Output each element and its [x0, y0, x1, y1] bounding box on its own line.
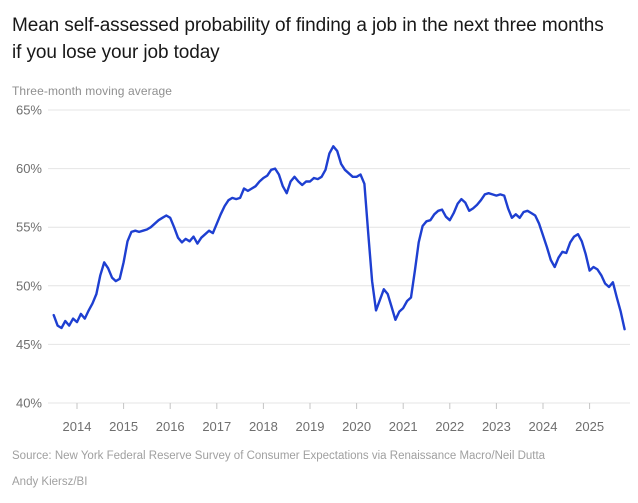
- x-axis-tick-label: 2017: [202, 419, 231, 434]
- x-axis-tick-label: 2025: [575, 419, 604, 434]
- data-line: [52, 145, 626, 331]
- x-axis-tick-label: 2018: [249, 419, 278, 434]
- x-axis-tick-label: 2024: [529, 419, 558, 434]
- x-axis-tick-label: 2016: [156, 419, 185, 434]
- y-axis-tick-label: 65%: [16, 103, 42, 118]
- y-axis-tick-label: 60%: [16, 161, 42, 176]
- chart-title: Mean self-assessed probability of findin…: [12, 15, 604, 63]
- chart-subtitle: Three-month moving average: [12, 84, 173, 98]
- x-axis-tick-label: 2021: [389, 419, 418, 434]
- x-axis-tick-label: 2014: [63, 419, 92, 434]
- x-axis-tick-label: 2019: [296, 419, 325, 434]
- y-axis-tick-label: 45%: [16, 337, 42, 352]
- author-byline: Andy Kiersz/BI: [12, 476, 88, 488]
- x-axis-tick-label: 2015: [109, 419, 138, 434]
- y-axis-tick-label: 40%: [16, 396, 42, 411]
- x-axis-tick-label: 2023: [482, 419, 511, 434]
- x-axis-tick-label: 2020: [342, 419, 371, 434]
- y-axis-tick-label: 55%: [16, 220, 42, 235]
- x-axis-tick-label: 2022: [435, 419, 464, 434]
- y-axis-tick-label: 50%: [16, 278, 42, 293]
- source-credit: Source: New York Federal Reserve Survey …: [12, 450, 546, 462]
